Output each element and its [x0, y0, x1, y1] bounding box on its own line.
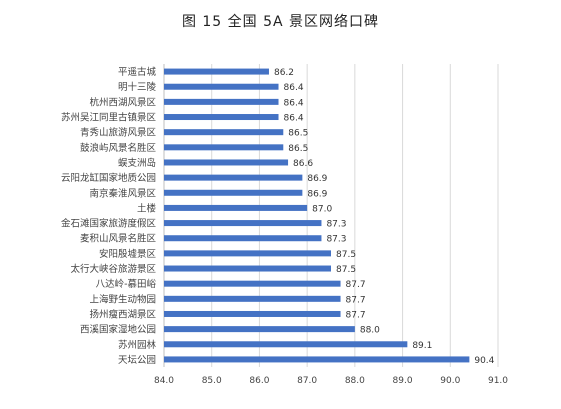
- category-label: 安阳殷墟景区: [99, 248, 157, 260]
- bar: [164, 326, 355, 333]
- bar: [164, 265, 331, 272]
- data-label: 87.3: [326, 235, 346, 245]
- x-tick-label: 85.0: [202, 376, 222, 386]
- category-label: 明十三陵: [118, 81, 157, 93]
- data-label: 88.0: [360, 326, 380, 336]
- bar: [164, 98, 279, 105]
- category-label: 西溪国家湿地公园: [80, 324, 156, 336]
- bar: [164, 250, 331, 257]
- x-tick-label: 90.0: [440, 376, 460, 386]
- data-label: 89.1: [412, 341, 432, 351]
- category-label: 鼓浪屿风景名胜区: [80, 142, 157, 154]
- bar: [164, 220, 322, 227]
- data-label: 87.7: [346, 295, 366, 305]
- category-label: 天坛公园: [118, 355, 156, 366]
- category-label: 麦积山风景名胜区: [80, 233, 157, 245]
- category-label: 云阳龙缸国家地质公园: [61, 172, 156, 184]
- x-tick-label: 84.0: [154, 376, 174, 386]
- bars: [164, 68, 470, 363]
- category-label: 土楼: [137, 202, 157, 214]
- x-tick-label: 87.0: [297, 376, 317, 386]
- bar: [164, 68, 269, 75]
- data-label: 86.4: [284, 83, 304, 93]
- category-label: 扬州瘦西湖景区: [89, 308, 156, 320]
- data-label: 87.5: [336, 265, 356, 275]
- bar: [164, 189, 303, 196]
- x-tick-label: 86.0: [249, 376, 269, 386]
- data-label: 86.5: [288, 144, 308, 154]
- data-label: 87.7: [346, 310, 366, 320]
- bar: [164, 204, 308, 211]
- bar: [164, 356, 470, 363]
- bar: [164, 341, 408, 348]
- data-label: 86.5: [288, 129, 308, 139]
- bar: [164, 295, 341, 302]
- data-label: 87.0: [312, 204, 332, 214]
- category-label: 青秀山旅游风景区: [80, 127, 157, 139]
- category-label: 杭州西湖风景区: [89, 96, 156, 108]
- bar: [164, 144, 284, 151]
- bar: [164, 235, 322, 242]
- bar: [164, 159, 289, 166]
- data-label: 87.7: [346, 280, 366, 290]
- data-label: 86.6: [293, 159, 313, 169]
- category-label: 南京秦淮风景区: [89, 187, 156, 199]
- data-label: 86.9: [307, 174, 327, 184]
- category-label: 上海野生动物园: [89, 293, 156, 305]
- data-label: 86.9: [307, 189, 327, 199]
- data-label: 87.3: [326, 220, 346, 230]
- data-label: 86.4: [284, 114, 304, 124]
- category-label: 八达岭-慕田峪: [96, 278, 157, 290]
- bar: [164, 83, 279, 90]
- labels: 84.0 85.0 86.0 87.0 88.0 89.0 90.0 91.0 平遥古城 86.2…: [61, 66, 508, 386]
- x-tick-label: 91.0: [488, 376, 508, 386]
- category-label: 太行大峡谷旅游景区: [70, 263, 156, 275]
- category-label: 平遥古城: [118, 66, 157, 78]
- data-label: 87.5: [336, 250, 356, 260]
- data-label: 90.4: [474, 356, 494, 366]
- x-tick-label: 89.0: [393, 376, 413, 386]
- category-label: 金石滩国家旅游度假区: [61, 218, 157, 230]
- category-label: 苏州园林: [118, 339, 157, 351]
- x-tick-label: 88.0: [345, 376, 365, 386]
- gridlines: [163, 64, 499, 367]
- bar: [164, 280, 341, 287]
- category-label: 苏州吴江同里古镇景区: [61, 112, 157, 124]
- data-label: 86.4: [284, 98, 304, 108]
- category-label: 蜈支洲岛: [118, 157, 156, 169]
- bar: [164, 114, 279, 121]
- bar: [164, 174, 303, 181]
- bar: [164, 129, 284, 136]
- data-label: 86.2: [274, 68, 294, 78]
- chart-title: 图 15 全国 5A 景区网络口碑: [181, 14, 380, 30]
- bar: [164, 310, 341, 317]
